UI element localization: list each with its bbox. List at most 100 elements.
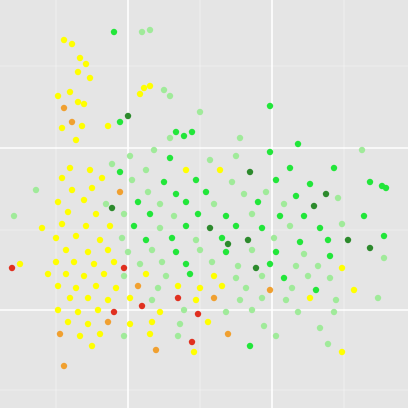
scatter-point (176, 320, 184, 328)
scatter-point (248, 210, 256, 218)
scatter-point (218, 234, 226, 242)
scatter-point (104, 318, 112, 326)
scatter-point (80, 272, 88, 280)
scatter-point (124, 112, 132, 120)
scatter-point (182, 198, 190, 206)
scatter-point (106, 222, 114, 230)
scatter-point (306, 180, 314, 188)
scatter-point (156, 308, 164, 316)
scatter-point (174, 332, 182, 340)
scatter-point (128, 176, 136, 184)
scatter-point (62, 246, 70, 254)
scatter-point (334, 194, 342, 202)
scatter-point (126, 320, 134, 328)
scatter-point (104, 246, 112, 254)
scatter-point (130, 222, 138, 230)
scatter-point (344, 236, 352, 244)
scatter-point (310, 202, 318, 210)
scatter-point (94, 306, 102, 314)
scatter-point (110, 28, 118, 36)
scatter-point (72, 284, 80, 292)
scatter-point (78, 122, 86, 130)
scatter-point (252, 264, 260, 272)
scatter-point (338, 348, 346, 356)
scatter-point (104, 122, 112, 130)
scatter-point (258, 224, 266, 232)
scatter-point (326, 252, 334, 260)
scatter-point (140, 84, 148, 92)
scatter-point (74, 308, 82, 316)
scatter-point (118, 234, 126, 242)
scatter-point (300, 250, 308, 258)
scatter-point (156, 224, 164, 232)
scatter-point (222, 248, 230, 256)
scatter-point (138, 28, 146, 36)
scatter-point (66, 294, 74, 302)
scatter-point (88, 342, 96, 350)
scatter-point (72, 136, 80, 144)
scatter-point (82, 222, 90, 230)
scatter-point (138, 302, 146, 310)
scatter-point (92, 282, 100, 290)
scatter-point (276, 212, 284, 220)
scatter-point (332, 296, 340, 304)
scatter-point (314, 262, 322, 270)
scatter-point (74, 98, 82, 106)
scatter-point (304, 272, 312, 280)
scatter-point (52, 234, 60, 242)
scatter-point (210, 272, 218, 280)
scatter-point (204, 318, 212, 326)
scatter-point (64, 208, 72, 216)
scatter-point (270, 234, 278, 242)
scatter-point (80, 196, 88, 204)
scatter-point (286, 164, 294, 172)
scatter-point (254, 198, 262, 206)
scatter-point (158, 258, 166, 266)
scatter-point (54, 282, 62, 290)
scatter-point (58, 124, 66, 132)
scatter-point (316, 324, 324, 332)
scatter-point (300, 212, 308, 220)
scatter-point (240, 190, 248, 198)
scatter-point (152, 346, 160, 354)
scatter-point (380, 254, 388, 262)
scatter-point (168, 234, 176, 242)
scatter-point (182, 222, 190, 230)
scatter-point (280, 274, 288, 282)
scatter-point (72, 232, 80, 240)
scatter-point (324, 236, 332, 244)
scatter-point (236, 296, 244, 304)
scatter-point (248, 246, 256, 254)
scatter-point (148, 318, 156, 326)
scatter-point (102, 200, 110, 208)
scatter-point (322, 190, 330, 198)
scatter-point (32, 186, 40, 194)
scatter-point (326, 274, 334, 282)
scatter-point (246, 342, 254, 350)
scatter-point (286, 222, 294, 230)
scatter-point (186, 270, 194, 278)
scatter-point (266, 260, 274, 268)
scatter-point (350, 286, 358, 294)
scatter-point (218, 282, 226, 290)
scatter-point (52, 258, 60, 266)
scatter-point (258, 294, 266, 302)
scatter-point (288, 284, 296, 292)
scatter-point (64, 318, 72, 326)
scatter-point (54, 198, 62, 206)
scatter-point (232, 222, 240, 230)
scatter-point (146, 82, 154, 90)
scatter-point (70, 258, 78, 266)
scatter-point (262, 188, 270, 196)
scatter-point (330, 164, 338, 172)
scatter-point (272, 176, 280, 184)
scatter-point (142, 166, 150, 174)
scatter-point (74, 68, 82, 76)
scatter-point (110, 258, 118, 266)
scatter-point (58, 220, 66, 228)
scatter-point (116, 168, 124, 176)
scatter-point (166, 92, 174, 100)
scatter-point (162, 272, 170, 280)
scatter-point (330, 308, 338, 316)
